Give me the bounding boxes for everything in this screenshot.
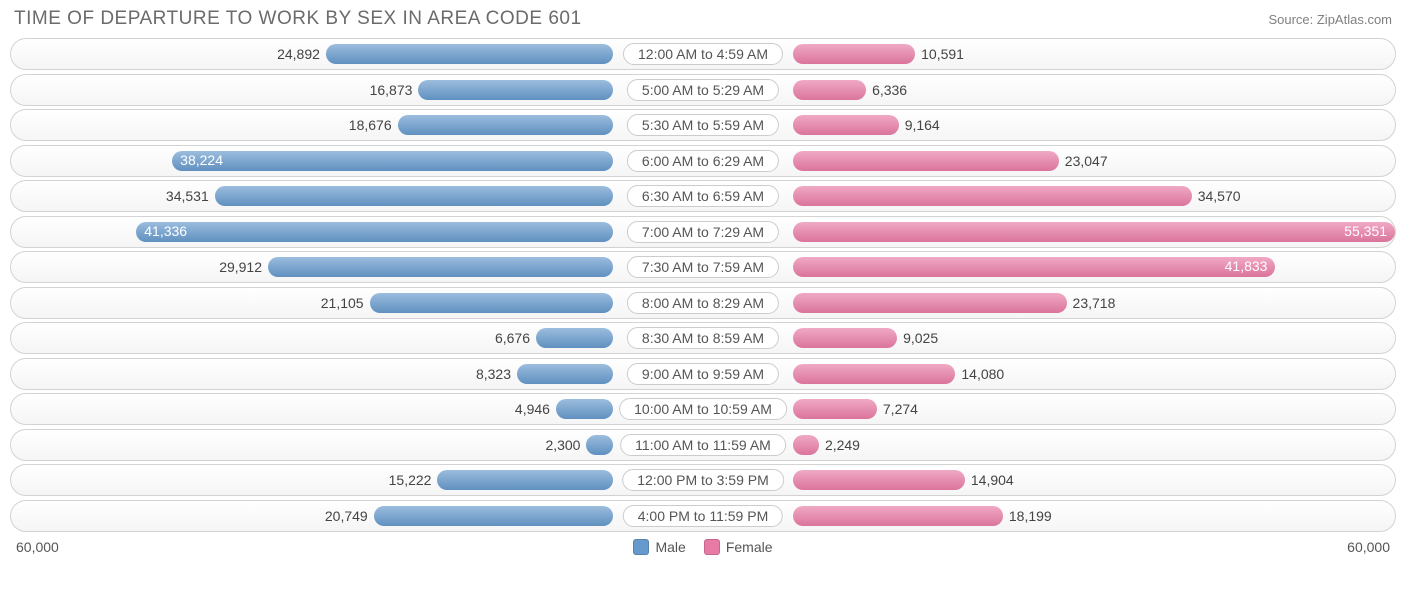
male-bar — [370, 293, 613, 313]
female-value-label: 14,080 — [961, 366, 1004, 382]
female-value-label: 23,047 — [1065, 153, 1108, 169]
chart-row: 4,946 7,274 10:00 AM to 10:59 AM — [10, 393, 1396, 425]
chart-row: 41,336 55,351 7:00 AM to 7:29 AM — [10, 216, 1396, 248]
male-value-label: 2,300 — [545, 437, 580, 453]
male-bar — [374, 506, 613, 526]
male-bar — [326, 44, 613, 64]
female-value-label: 2,249 — [825, 437, 860, 453]
female-bar — [793, 293, 1067, 313]
chart-row: 18,676 9,164 5:30 AM to 5:59 AM — [10, 109, 1396, 141]
male-bar — [517, 364, 613, 384]
female-value-label: 14,904 — [971, 472, 1014, 488]
male-value-label: 4,946 — [515, 401, 550, 417]
category-label: 8:30 AM to 8:59 AM — [627, 327, 779, 349]
female-bar — [793, 151, 1059, 171]
male-bar — [268, 257, 613, 277]
female-bar — [793, 399, 877, 419]
legend-item-female: Female — [704, 539, 773, 555]
chart-row: 24,892 10,591 12:00 AM to 4:59 AM — [10, 38, 1396, 70]
female-value-label: 7,274 — [883, 401, 918, 417]
category-label: 7:00 AM to 7:29 AM — [627, 221, 779, 243]
male-bar: 41,336 — [136, 222, 613, 242]
legend-swatch-female — [704, 539, 720, 555]
male-bar — [418, 80, 613, 100]
male-bar — [536, 328, 613, 348]
male-value-label: 20,749 — [325, 508, 368, 524]
category-label: 6:00 AM to 6:29 AM — [627, 150, 779, 172]
female-value-label: 34,570 — [1198, 188, 1241, 204]
male-bar — [556, 399, 613, 419]
legend-item-male: Male — [633, 539, 685, 555]
chart-title: TIME OF DEPARTURE TO WORK BY SEX IN AREA… — [14, 8, 582, 30]
male-bar — [437, 470, 613, 490]
male-value-label: 29,912 — [219, 259, 262, 275]
male-value-label: 21,105 — [321, 295, 364, 311]
female-bar — [793, 186, 1192, 206]
category-label: 8:00 AM to 8:29 AM — [627, 292, 779, 314]
chart-row: 20,749 18,199 4:00 PM to 11:59 PM — [10, 500, 1396, 532]
female-value-label: 55,351 — [1344, 223, 1387, 239]
male-value-label: 6,676 — [495, 330, 530, 346]
female-value-label: 18,199 — [1009, 508, 1052, 524]
female-bar — [793, 435, 819, 455]
male-value-label: 34,531 — [166, 188, 209, 204]
female-bar: 41,833 — [793, 257, 1275, 277]
female-value-label: 9,025 — [903, 330, 938, 346]
category-label: 9:00 AM to 9:59 AM — [627, 363, 779, 385]
male-value-label: 18,676 — [349, 117, 392, 133]
category-label: 12:00 AM to 4:59 AM — [623, 43, 783, 65]
chart-row: 29,912 41,833 7:30 AM to 7:59 AM — [10, 251, 1396, 283]
female-bar — [793, 470, 965, 490]
axis-right-label: 60,000 — [1347, 539, 1390, 555]
category-label: 12:00 PM to 3:59 PM — [622, 469, 784, 491]
category-label: 10:00 AM to 10:59 AM — [619, 398, 787, 420]
axis-row: 60,000 Male Female 60,000 — [10, 535, 1396, 555]
male-value-label: 8,323 — [476, 366, 511, 382]
female-value-label: 41,833 — [1225, 258, 1268, 274]
category-label: 6:30 AM to 6:59 AM — [627, 185, 779, 207]
male-bar — [215, 186, 613, 206]
chart-row: 38,224 23,047 6:00 AM to 6:29 AM — [10, 145, 1396, 177]
female-bar — [793, 364, 955, 384]
male-value-label: 41,336 — [144, 223, 187, 239]
male-bar — [586, 435, 613, 455]
female-bar — [793, 506, 1003, 526]
female-bar — [793, 115, 899, 135]
chart-header: TIME OF DEPARTURE TO WORK BY SEX IN AREA… — [10, 8, 1396, 30]
chart-source: Source: ZipAtlas.com — [1268, 12, 1392, 27]
chart-area: 24,892 10,591 12:00 AM to 4:59 AM 16,873 6,3… — [10, 38, 1396, 532]
female-value-label: 9,164 — [905, 117, 940, 133]
chart-row: 8,323 14,080 9:00 AM to 9:59 AM — [10, 358, 1396, 390]
category-label: 5:30 AM to 5:59 AM — [627, 114, 779, 136]
category-label: 5:00 AM to 5:29 AM — [627, 79, 779, 101]
female-value-label: 10,591 — [921, 46, 964, 62]
male-value-label: 15,222 — [389, 472, 432, 488]
legend-label-male: Male — [655, 539, 685, 555]
chart-row: 2,300 2,249 11:00 AM to 11:59 AM — [10, 429, 1396, 461]
female-value-label: 6,336 — [872, 82, 907, 98]
female-bar: 55,351 — [793, 222, 1395, 242]
male-value-label: 16,873 — [370, 82, 413, 98]
chart-row: 15,222 14,904 12:00 PM to 3:59 PM — [10, 464, 1396, 496]
legend-swatch-male — [633, 539, 649, 555]
chart-row: 21,105 23,718 8:00 AM to 8:29 AM — [10, 287, 1396, 319]
female-value-label: 23,718 — [1073, 295, 1116, 311]
category-label: 4:00 PM to 11:59 PM — [623, 505, 783, 527]
male-bar — [398, 115, 613, 135]
female-bar — [793, 44, 915, 64]
legend: Male Female — [633, 539, 772, 555]
male-value-label: 38,224 — [180, 152, 223, 168]
category-label: 11:00 AM to 11:59 AM — [620, 434, 786, 456]
legend-label-female: Female — [726, 539, 773, 555]
female-bar — [793, 80, 866, 100]
axis-left-label: 60,000 — [16, 539, 59, 555]
male-value-label: 24,892 — [277, 46, 320, 62]
chart-row: 34,531 34,570 6:30 AM to 6:59 AM — [10, 180, 1396, 212]
female-bar — [793, 328, 897, 348]
category-label: 7:30 AM to 7:59 AM — [627, 256, 779, 278]
chart-row: 16,873 6,336 5:00 AM to 5:29 AM — [10, 74, 1396, 106]
chart-row: 6,676 9,025 8:30 AM to 8:59 AM — [10, 322, 1396, 354]
male-bar: 38,224 — [172, 151, 613, 171]
